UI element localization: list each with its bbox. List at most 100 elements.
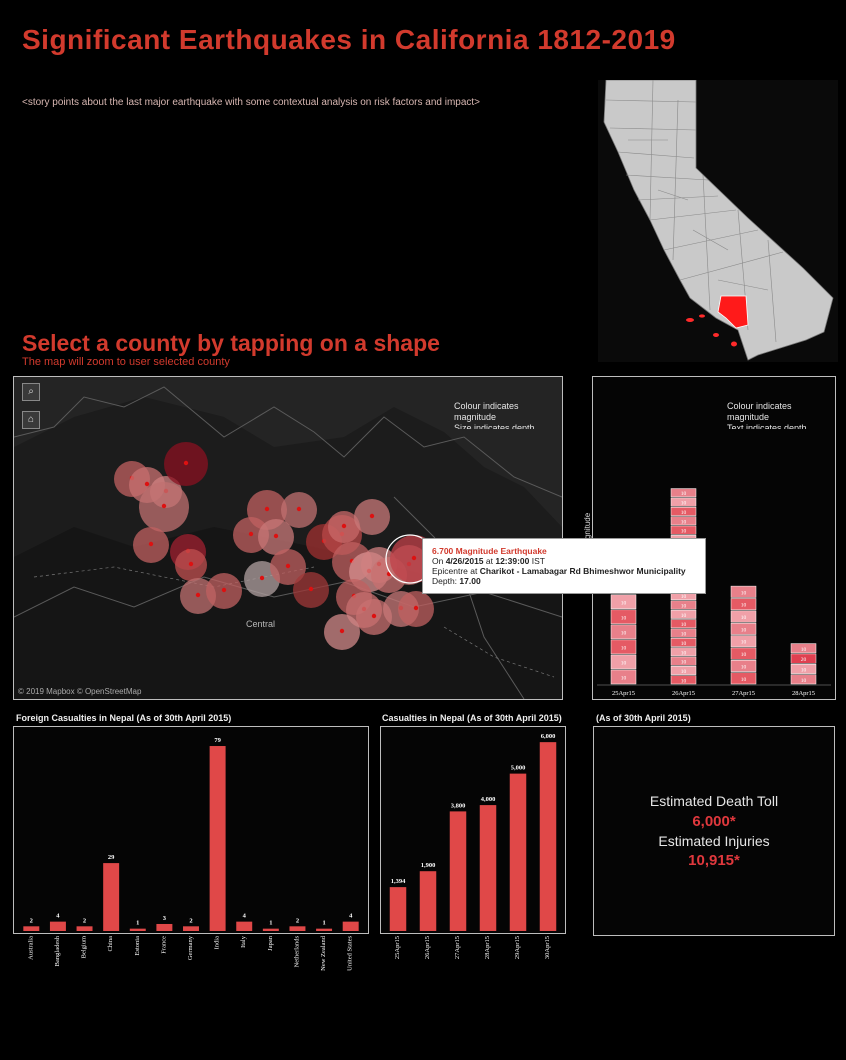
- bar-value-label: 4,000: [481, 796, 496, 803]
- x-tick-label: 28Apr15: [484, 936, 491, 959]
- map-home-button[interactable]: ⌂: [22, 411, 40, 429]
- california-county-map[interactable]: [598, 79, 838, 362]
- story-text: <story points about the last major earth…: [22, 97, 481, 108]
- bar-germany[interactable]: [183, 926, 199, 931]
- stack-bar-segment[interactable]: [670, 675, 697, 685]
- bar-value-label: 1: [322, 920, 325, 927]
- x-tick-label: 27Apr15: [454, 936, 461, 959]
- bar-30apr15[interactable]: [539, 742, 557, 931]
- map-legend: Colour indicates magnitude Size indicate…: [454, 401, 535, 429]
- stack-x-tick-label: 28Apr15: [792, 690, 815, 697]
- bar-29apr15[interactable]: [509, 773, 527, 931]
- bar-bangladesh[interactable]: [49, 921, 66, 931]
- bar-united-states[interactable]: [342, 921, 359, 931]
- map-pin-icon: [221, 587, 227, 593]
- stack-bar-segment[interactable]: [610, 654, 637, 670]
- stack-bar-segment[interactable]: [670, 619, 697, 629]
- search-icon: ⌕: [28, 386, 34, 397]
- map-pin-icon: [248, 531, 254, 537]
- stack-bar-segment[interactable]: [670, 516, 697, 526]
- stack-bar-segment[interactable]: [670, 628, 697, 638]
- bar-australia[interactable]: [23, 926, 40, 931]
- county-los-angeles[interactable]: [717, 295, 749, 329]
- stack-bar-segment[interactable]: [790, 653, 817, 664]
- bar-25apr15[interactable]: [389, 887, 407, 931]
- x-tick-label: 25Apr15: [394, 936, 401, 959]
- stack-segment-label: 10: [681, 603, 687, 609]
- bar-new-zealand[interactable]: [316, 928, 333, 931]
- stack-segment-label: 20: [801, 657, 807, 663]
- bar-belgium[interactable]: [76, 926, 93, 931]
- map-pin-icon: [285, 563, 291, 569]
- stack-segment-label: 10: [621, 630, 627, 636]
- home-icon: ⌂: [27, 414, 35, 425]
- bar-india[interactable]: [209, 746, 226, 931]
- stack-bar-segment[interactable]: [790, 643, 817, 654]
- stack-bar-segment[interactable]: [670, 488, 697, 498]
- stack-bar-segment[interactable]: [670, 647, 697, 657]
- x-tick-label: United States: [347, 936, 354, 971]
- stack-x-tick-label: 26Apr15: [672, 690, 695, 697]
- stack-bar-segment[interactable]: [730, 622, 757, 635]
- stack-segment-label: 10: [801, 667, 807, 673]
- bar-27apr15[interactable]: [449, 811, 467, 931]
- county-borders: [605, 79, 784, 343]
- bar-italy[interactable]: [236, 921, 253, 931]
- nepal-x-labels: 25Apr15 26Apr15 27Apr15 28Apr15 29Apr15 30Apr…: [394, 936, 551, 959]
- stack-bar-segment[interactable]: [670, 600, 697, 610]
- death-header: (As of 30th April 2015): [596, 713, 691, 723]
- stack-bar-segment[interactable]: [670, 507, 697, 516]
- map-search-button[interactable]: ⌕: [22, 383, 40, 401]
- tooltip-depth: 17.00: [459, 576, 481, 586]
- map-attribution[interactable]: © 2019 Mapbox © OpenStreetMap: [18, 687, 142, 696]
- nepal-casualties-chart[interactable]: 1,394 1,900 3,800 4,000 5,000 6,000: [380, 726, 566, 934]
- bar-28apr15[interactable]: [479, 805, 497, 931]
- stack-bar-segment[interactable]: [670, 637, 697, 647]
- bar-value-label: 1,900: [421, 862, 436, 869]
- bar-netherlands[interactable]: [289, 926, 306, 931]
- stack-bar-segment[interactable]: [730, 598, 757, 611]
- stack-bar-segment[interactable]: [670, 609, 697, 619]
- stack-bar-segment[interactable]: [790, 664, 817, 674]
- stack-bar-segment[interactable]: [730, 672, 757, 685]
- stack-bar-segment[interactable]: [730, 647, 757, 660]
- map-pin-icon: [369, 513, 375, 519]
- stack-bar-segment[interactable]: [610, 594, 637, 610]
- bar-china[interactable]: [103, 863, 120, 931]
- stack-segment-label: 10: [741, 590, 747, 596]
- stack-bar-segment[interactable]: [610, 624, 637, 640]
- stack-bar-segment[interactable]: [670, 525, 697, 535]
- stack-segment-label: 10: [681, 510, 687, 516]
- earthquake-markers[interactable]: [14, 377, 562, 699]
- map-pin-icon: [413, 605, 419, 611]
- x-tick-label: Bangladesh: [54, 935, 61, 966]
- stack-bar-segment[interactable]: [730, 585, 757, 598]
- stack-bar-segment[interactable]: [670, 497, 697, 507]
- map-pin-icon: [188, 561, 194, 567]
- tooltip-date: 4/26/2015: [445, 556, 484, 566]
- bar-estonia[interactable]: [129, 928, 146, 931]
- stack-bar-segment[interactable]: [730, 610, 757, 623]
- stack-bar-segment[interactable]: [790, 674, 817, 685]
- x-tick-label: 29Apr15: [514, 936, 521, 959]
- california-shape[interactable]: [603, 79, 834, 361]
- stack-segment-label: 10: [681, 632, 687, 638]
- map-pin-icon: [161, 503, 167, 509]
- stack-bar-segment[interactable]: [610, 639, 637, 655]
- stack-bar-segment[interactable]: [610, 669, 637, 685]
- stack-segment-label: 10: [801, 647, 807, 653]
- stack-bar-segment[interactable]: [670, 666, 697, 675]
- stack-bar-segment[interactable]: [670, 656, 697, 666]
- bar-japan[interactable]: [262, 928, 279, 931]
- map-pin-icon: [195, 592, 201, 598]
- stack-bar-segment[interactable]: [730, 635, 757, 648]
- stack-segment-label: 10: [621, 615, 627, 621]
- bar-26apr15[interactable]: [419, 871, 437, 931]
- foreign-casualties-chart[interactable]: 2 4 2 29 1 3 2 79 4 1 2 1 4: [13, 726, 369, 934]
- map-pin-icon: [308, 586, 314, 592]
- bar-france[interactable]: [156, 923, 173, 931]
- tooltip-epicentre: Charikot - Lamabagar Rd Bhimeshwor Munic…: [479, 566, 686, 576]
- stack-bar-segment[interactable]: [730, 660, 757, 672]
- x-tick-label: Germany: [187, 935, 194, 960]
- stack-bar-segment[interactable]: [610, 609, 637, 625]
